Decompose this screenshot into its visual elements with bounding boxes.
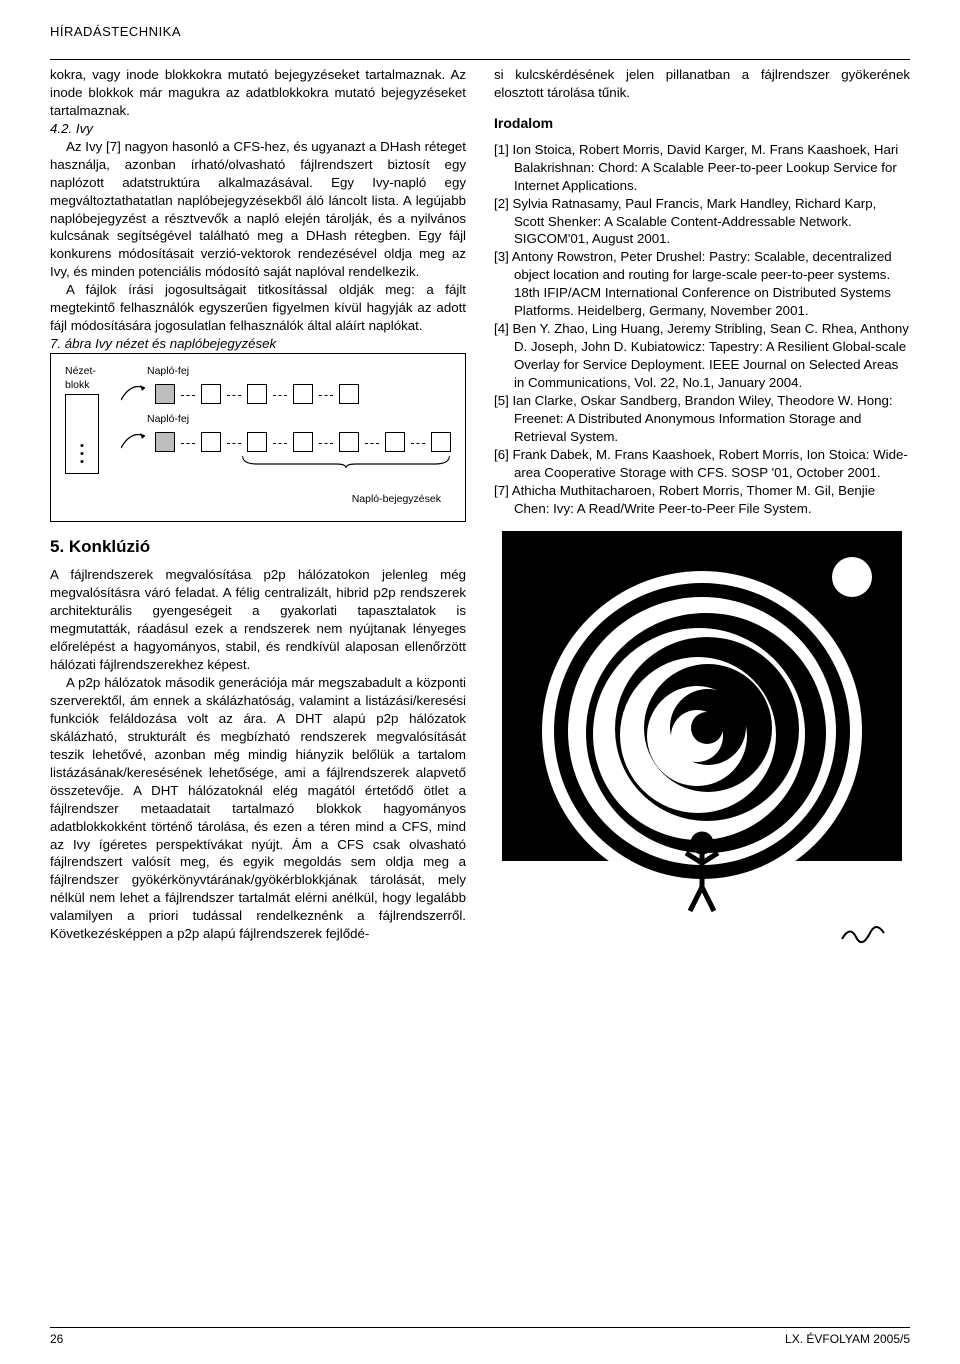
reference-item: [3] Antony Rowstron, Peter Drushel: Past… bbox=[494, 248, 910, 320]
irodalom-heading: Irodalom bbox=[494, 114, 910, 133]
spiral-svg bbox=[502, 531, 902, 961]
nezet-blokk-rect bbox=[65, 394, 99, 474]
dash-arrow-icon bbox=[319, 395, 333, 396]
dash-arrow-icon bbox=[365, 443, 379, 444]
naplo-head-box bbox=[155, 432, 175, 452]
right-p1: si kulcskérdésének jelen pillanatban a f… bbox=[494, 66, 910, 102]
left-p4: A fájlrendszerek megvalósítása p2p hálóz… bbox=[50, 566, 466, 674]
arrow-icon bbox=[121, 432, 149, 452]
left-p5: A p2p hálózatok második generációja már … bbox=[50, 674, 466, 943]
naplo-box bbox=[431, 432, 451, 452]
reference-item: [6] Frank Dabek, M. Frans Kaashoek, Robe… bbox=[494, 446, 910, 482]
naplo-bejegyzesek-label: Napló-bejegyzések bbox=[121, 492, 451, 506]
naplo-row-1 bbox=[121, 384, 451, 404]
naplo-head-box bbox=[155, 384, 175, 404]
header-rule bbox=[50, 59, 910, 60]
left-column: kokra, vagy inode blokkokra mutató bejeg… bbox=[50, 66, 466, 966]
dash-arrow-icon bbox=[273, 443, 287, 444]
naplo-box bbox=[201, 384, 221, 404]
dash-arrow-icon bbox=[411, 443, 425, 444]
naplo-box bbox=[339, 432, 359, 452]
dash-arrow-icon bbox=[181, 395, 195, 396]
page-number: 26 bbox=[50, 1332, 63, 1346]
naplo-row-2 bbox=[121, 432, 451, 452]
arrow-icon bbox=[121, 384, 149, 404]
reference-item: [7] Athicha Muthitacharoen, Robert Morri… bbox=[494, 482, 910, 518]
left-p2: Az Ivy [7] nagyon hasonló a CFS-hez, és … bbox=[50, 138, 466, 282]
dash-arrow-icon bbox=[273, 395, 287, 396]
figure-7: Nézet-blokk Napló-fej bbox=[50, 353, 466, 522]
naplo-fej-label-2: Napló-fej bbox=[147, 412, 451, 426]
naplo-box bbox=[247, 432, 267, 452]
nezet-blokk-label: Nézet-blokk bbox=[65, 364, 111, 392]
reference-item: [2] Sylvia Ratnasamy, Paul Francis, Mark… bbox=[494, 195, 910, 249]
naplo-box bbox=[201, 432, 221, 452]
left-p1: kokra, vagy inode blokkokra mutató bejeg… bbox=[50, 66, 466, 120]
figure-caption: 7. ábra Ivy nézet és naplóbejegyzések bbox=[50, 335, 466, 353]
section-5-heading: 5. Konklúzió bbox=[50, 536, 466, 559]
dash-arrow-icon bbox=[319, 443, 333, 444]
naplo-box bbox=[293, 432, 313, 452]
nezet-blokk: Nézet-blokk bbox=[65, 364, 111, 474]
dash-arrow-icon bbox=[227, 443, 241, 444]
subsection-4-2-label: 4.2. Ivy bbox=[50, 121, 93, 136]
columns: kokra, vagy inode blokkokra mutató bejeg… bbox=[50, 66, 910, 966]
naplo-box bbox=[247, 384, 267, 404]
dash-arrow-icon bbox=[227, 395, 241, 396]
page-footer: 26 LX. ÉVFOLYAM 2005/5 bbox=[50, 1327, 910, 1346]
naplo-box bbox=[293, 384, 313, 404]
subsection-4-2: 4.2. Ivy bbox=[50, 120, 466, 138]
naplo-box bbox=[339, 384, 359, 404]
reference-item: [5] Ian Clarke, Oskar Sandberg, Brandon … bbox=[494, 392, 910, 446]
spiral-illustration bbox=[494, 531, 910, 966]
reference-item: [1] Ion Stoica, Robert Morris, David Kar… bbox=[494, 141, 910, 195]
left-p3: A fájlok írási jogosultságait titkosítás… bbox=[50, 281, 466, 335]
issue-label: LX. ÉVFOLYAM 2005/5 bbox=[785, 1332, 910, 1346]
naplo-box bbox=[385, 432, 405, 452]
brace-icon bbox=[241, 454, 451, 468]
right-column: si kulcskérdésének jelen pillanatban a f… bbox=[494, 66, 910, 966]
page: HÍRADÁSTECHNIKA kokra, vagy inode blokko… bbox=[0, 0, 960, 1364]
reference-item: [4] Ben Y. Zhao, Ling Huang, Jeremy Stri… bbox=[494, 320, 910, 392]
naplo-fej-label-1: Napló-fej bbox=[147, 364, 451, 378]
running-head: HÍRADÁSTECHNIKA bbox=[50, 24, 910, 39]
dash-arrow-icon bbox=[181, 443, 195, 444]
